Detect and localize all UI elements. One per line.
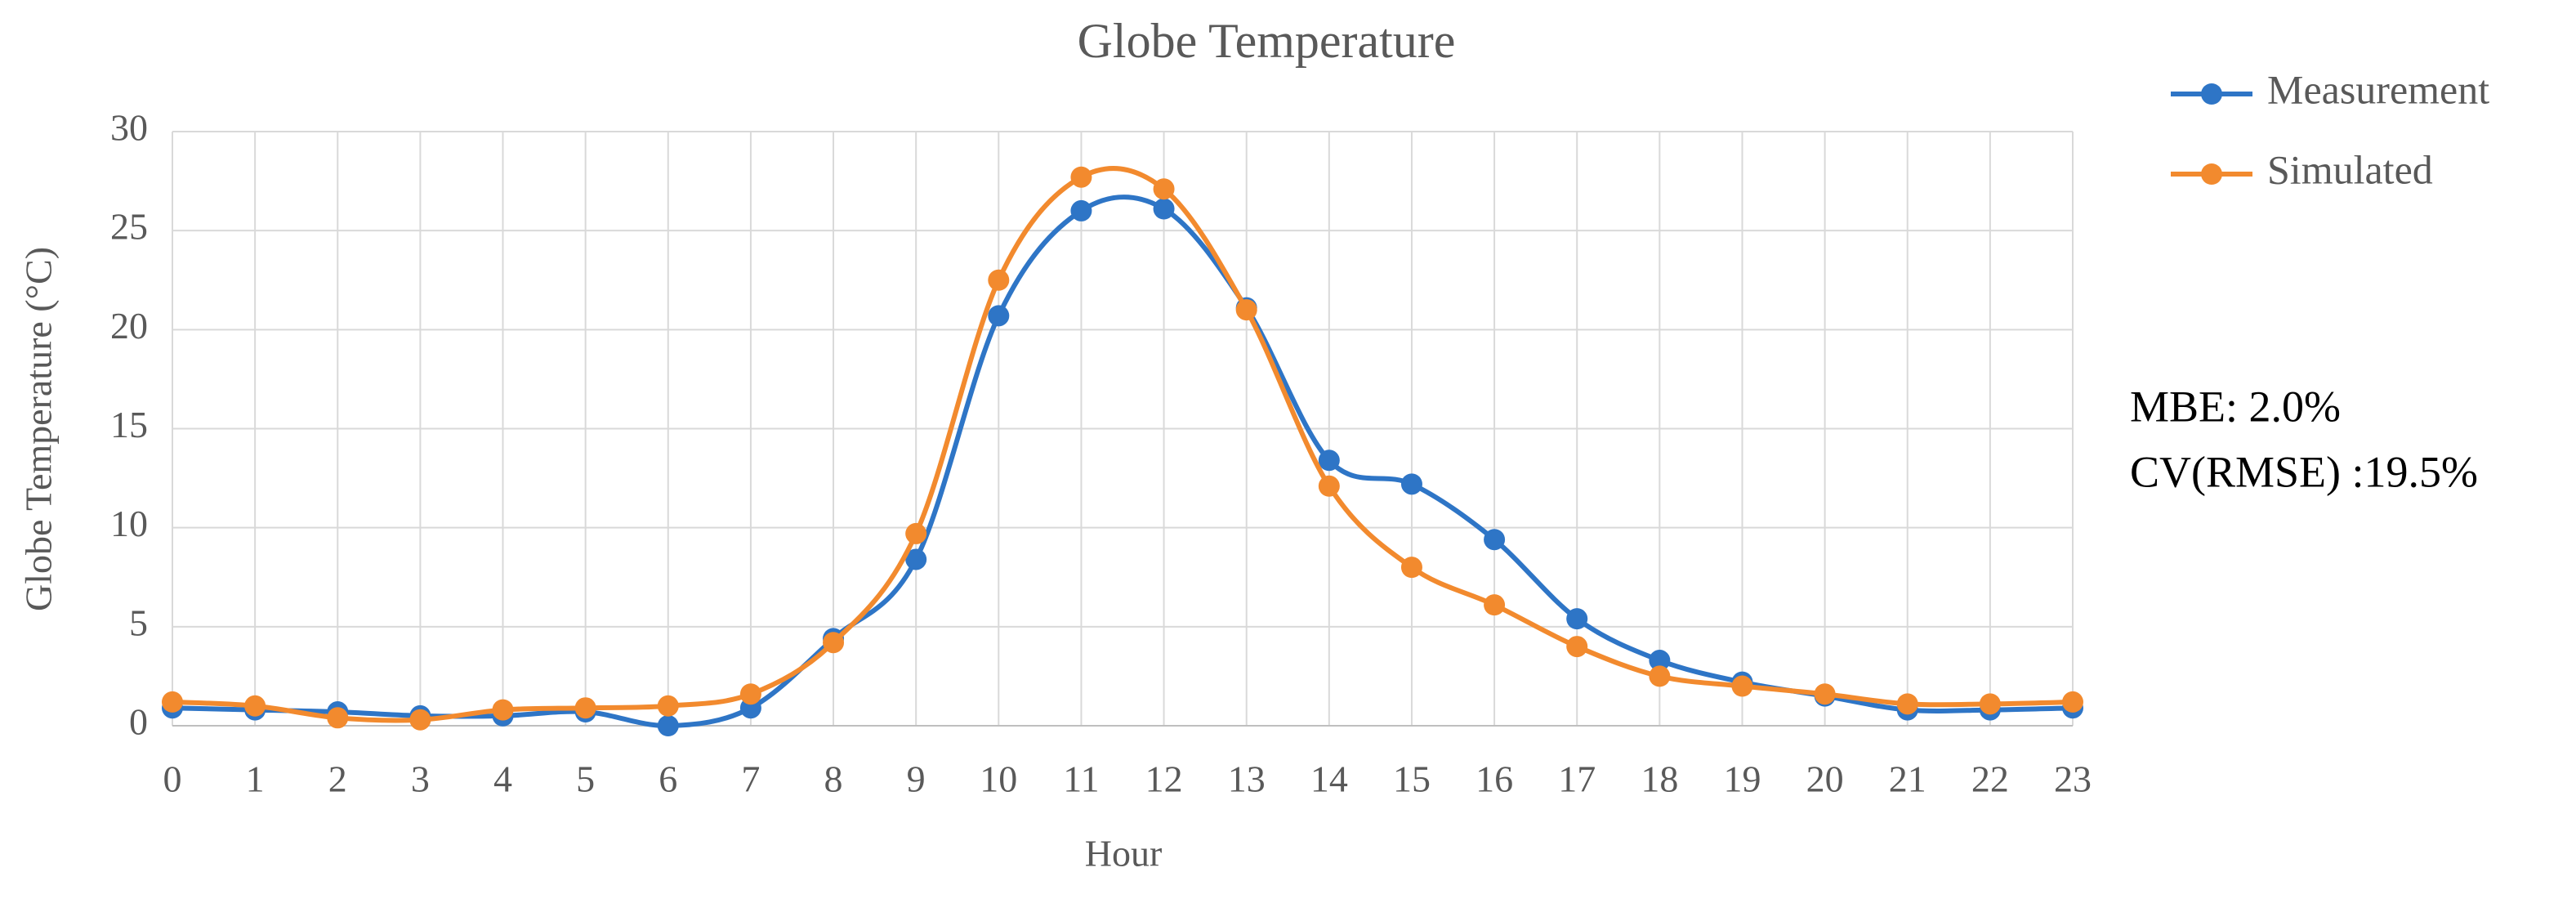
chart-title: Globe Temperature [1078,14,1456,68]
y-axis-label: Globe Temperature (°C) [18,247,60,611]
x-tick-label: 5 [576,758,595,800]
legend-label: Measurement [2267,66,2489,112]
x-tick-label: 7 [741,758,760,800]
annotation: MBE: 2.0% [2130,382,2341,431]
legend-label: Simulated [2267,146,2433,192]
x-tick-label: 18 [1641,758,1678,800]
data-point [1153,178,1175,200]
data-point [1400,473,1422,495]
data-point [988,269,1010,291]
data-point [905,522,927,544]
data-point [657,715,679,736]
data-point [1318,450,1340,472]
data-point [1153,198,1175,220]
x-tick-label: 19 [1723,758,1761,800]
y-tick-label: 20 [110,305,148,347]
y-tick-label: 30 [110,107,148,149]
data-point [1649,665,1671,687]
data-point [657,695,679,717]
data-point [1484,529,1506,551]
x-axis-label: Hour [1085,833,1163,874]
data-point [1649,650,1671,672]
x-tick-label: 13 [1228,758,1266,800]
data-point [1566,636,1588,658]
data-point [739,683,761,705]
legend-marker [2201,83,2222,105]
y-tick-label: 5 [129,602,148,643]
data-point [905,548,927,570]
x-tick-label: 10 [980,758,1017,800]
x-tick-label: 15 [1393,758,1431,800]
y-tick-label: 0 [129,701,148,743]
data-point [2062,691,2083,713]
data-point [1484,594,1506,616]
data-point [162,691,183,713]
x-tick-label: 14 [1310,758,1348,800]
legend-marker [2201,163,2222,185]
data-point [1070,199,1092,221]
x-tick-label: 4 [493,758,512,800]
x-tick-label: 2 [328,758,347,800]
data-point [1566,608,1588,630]
series-line [172,166,2074,723]
x-tick-label: 12 [1145,758,1183,800]
data-point [1896,693,1918,715]
x-tick-label: 20 [1806,758,1844,800]
data-point [1070,166,1092,188]
x-tick-label: 22 [1971,758,2009,800]
y-tick-label: 15 [110,404,148,445]
x-tick-label: 3 [411,758,430,800]
data-point [1318,475,1340,497]
data-point [244,695,266,717]
x-tick-label: 6 [659,758,677,800]
annotation: CV(RMSE) :19.5% [2130,447,2478,496]
data-point [1400,557,1422,579]
x-tick-label: 8 [824,758,843,800]
x-tick-label: 0 [163,758,182,800]
data-point [574,697,596,719]
data-point [988,305,1010,327]
series-line [172,195,2074,729]
data-point [327,707,349,729]
x-tick-label: 17 [1558,758,1596,800]
x-tick-label: 9 [907,758,926,800]
data-point [1731,675,1753,697]
x-tick-label: 11 [1063,758,1099,800]
x-tick-label: 21 [1889,758,1926,800]
data-point [1979,693,2001,715]
x-tick-label: 1 [246,758,265,800]
data-point [1235,299,1257,321]
x-tick-label: 16 [1476,758,1513,800]
data-point [409,709,431,731]
data-point [492,699,514,721]
x-tick-label: 23 [2054,758,2092,800]
data-point [1814,683,1836,705]
y-tick-label: 25 [110,206,148,248]
data-point [823,632,845,654]
y-tick-label: 10 [110,503,148,544]
